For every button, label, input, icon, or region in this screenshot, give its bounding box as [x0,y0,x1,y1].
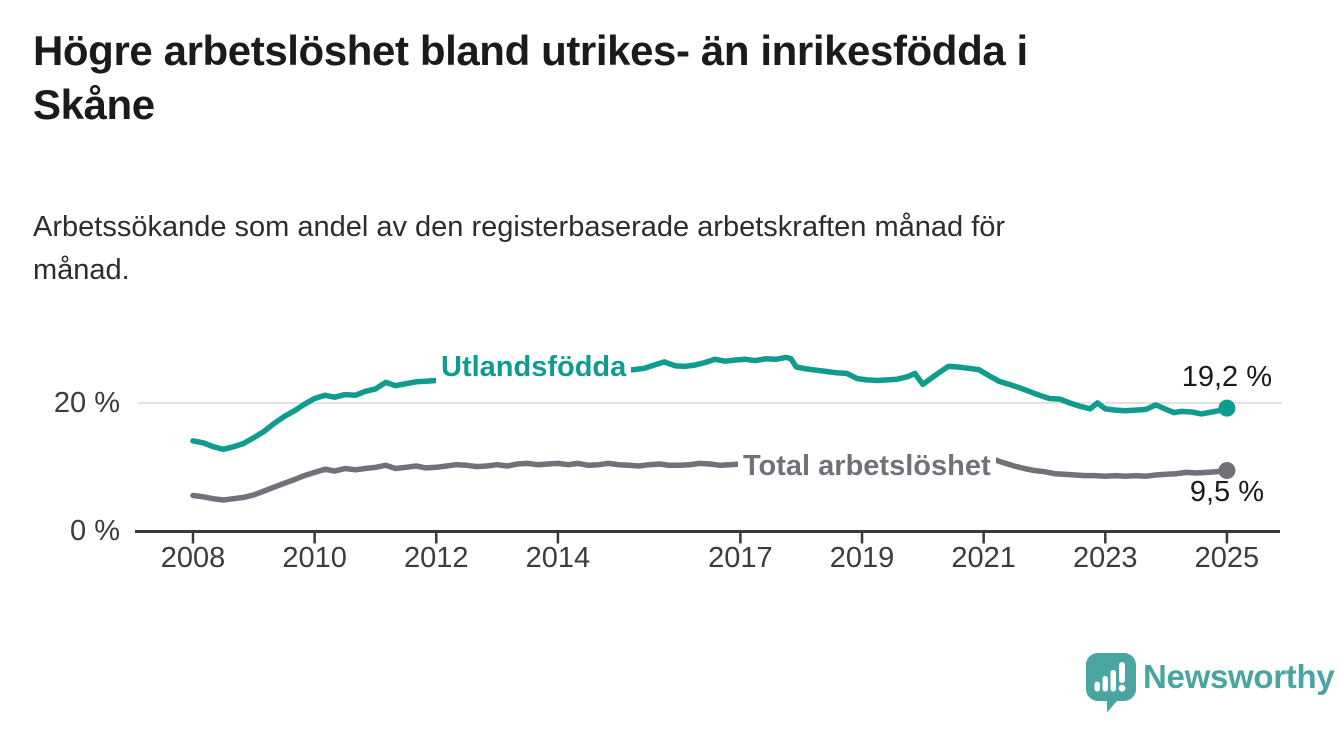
series-label-utlandsfodda: Utlandsfödda [436,350,632,385]
newsworthy-logo-icon[interactable] [1086,653,1136,713]
x-axis-tick-label: 2010 [282,542,347,574]
series-line-2 [190,452,1230,503]
logo-exclamation-bar [1119,662,1125,683]
plot-area [135,354,1282,544]
x-axis-tick-label: 2021 [951,542,1016,574]
chart-subtitle-line2: månad. [33,254,130,286]
y-axis-tick-label: 20 % [53,387,120,419]
brand-wordmark[interactable]: Newsworthy [1143,658,1335,695]
x-axis-tick-label: 2019 [829,542,895,574]
x-axis-tick-label: 2023 [1073,542,1138,574]
x-axis-tick-label: 2014 [525,542,591,574]
line-chart: 20 % 0 % 2008 2010 2012 2014 2017 2019 2021 202… [0,330,1340,630]
x-axis-tick-label: 2012 [404,542,469,574]
x-axis-tick-label: 2025 [1194,542,1260,574]
chart-subtitle: Arbetssökande som andel av den registerb… [33,206,1005,292]
chart-subtitle-line1: Arbetssökande som andel av den registerb… [33,211,1006,243]
page-title: Högre arbetslöshet bland utrikes- än inr… [33,24,1028,132]
series-end-dot-2 [1218,461,1236,479]
end-value-label-total-arbetsloshet: 9,5 % [1189,476,1264,508]
page-title-line2: Skåne [33,81,155,128]
logo-bar-1 [1094,681,1100,692]
logo-bar-3 [1110,670,1116,692]
logo-bar-2 [1102,676,1108,692]
series-end-dot-1 [1218,399,1236,417]
x-axis-tick-label: 2008 [160,542,226,574]
page-title-line1: Högre arbetslöshet bland utrikes- än inr… [33,27,1028,74]
end-value-label-utlandsfodda: 19,2 % [1181,361,1272,393]
y-axis-tick-label: 0 % [70,515,120,547]
x-axis-tick-label: 2017 [708,542,773,574]
series-label-total-arbetsloshet: Total arbetslöshet [738,449,996,484]
series-line-1 [190,354,1230,453]
logo-exclamation-dot [1118,684,1126,692]
